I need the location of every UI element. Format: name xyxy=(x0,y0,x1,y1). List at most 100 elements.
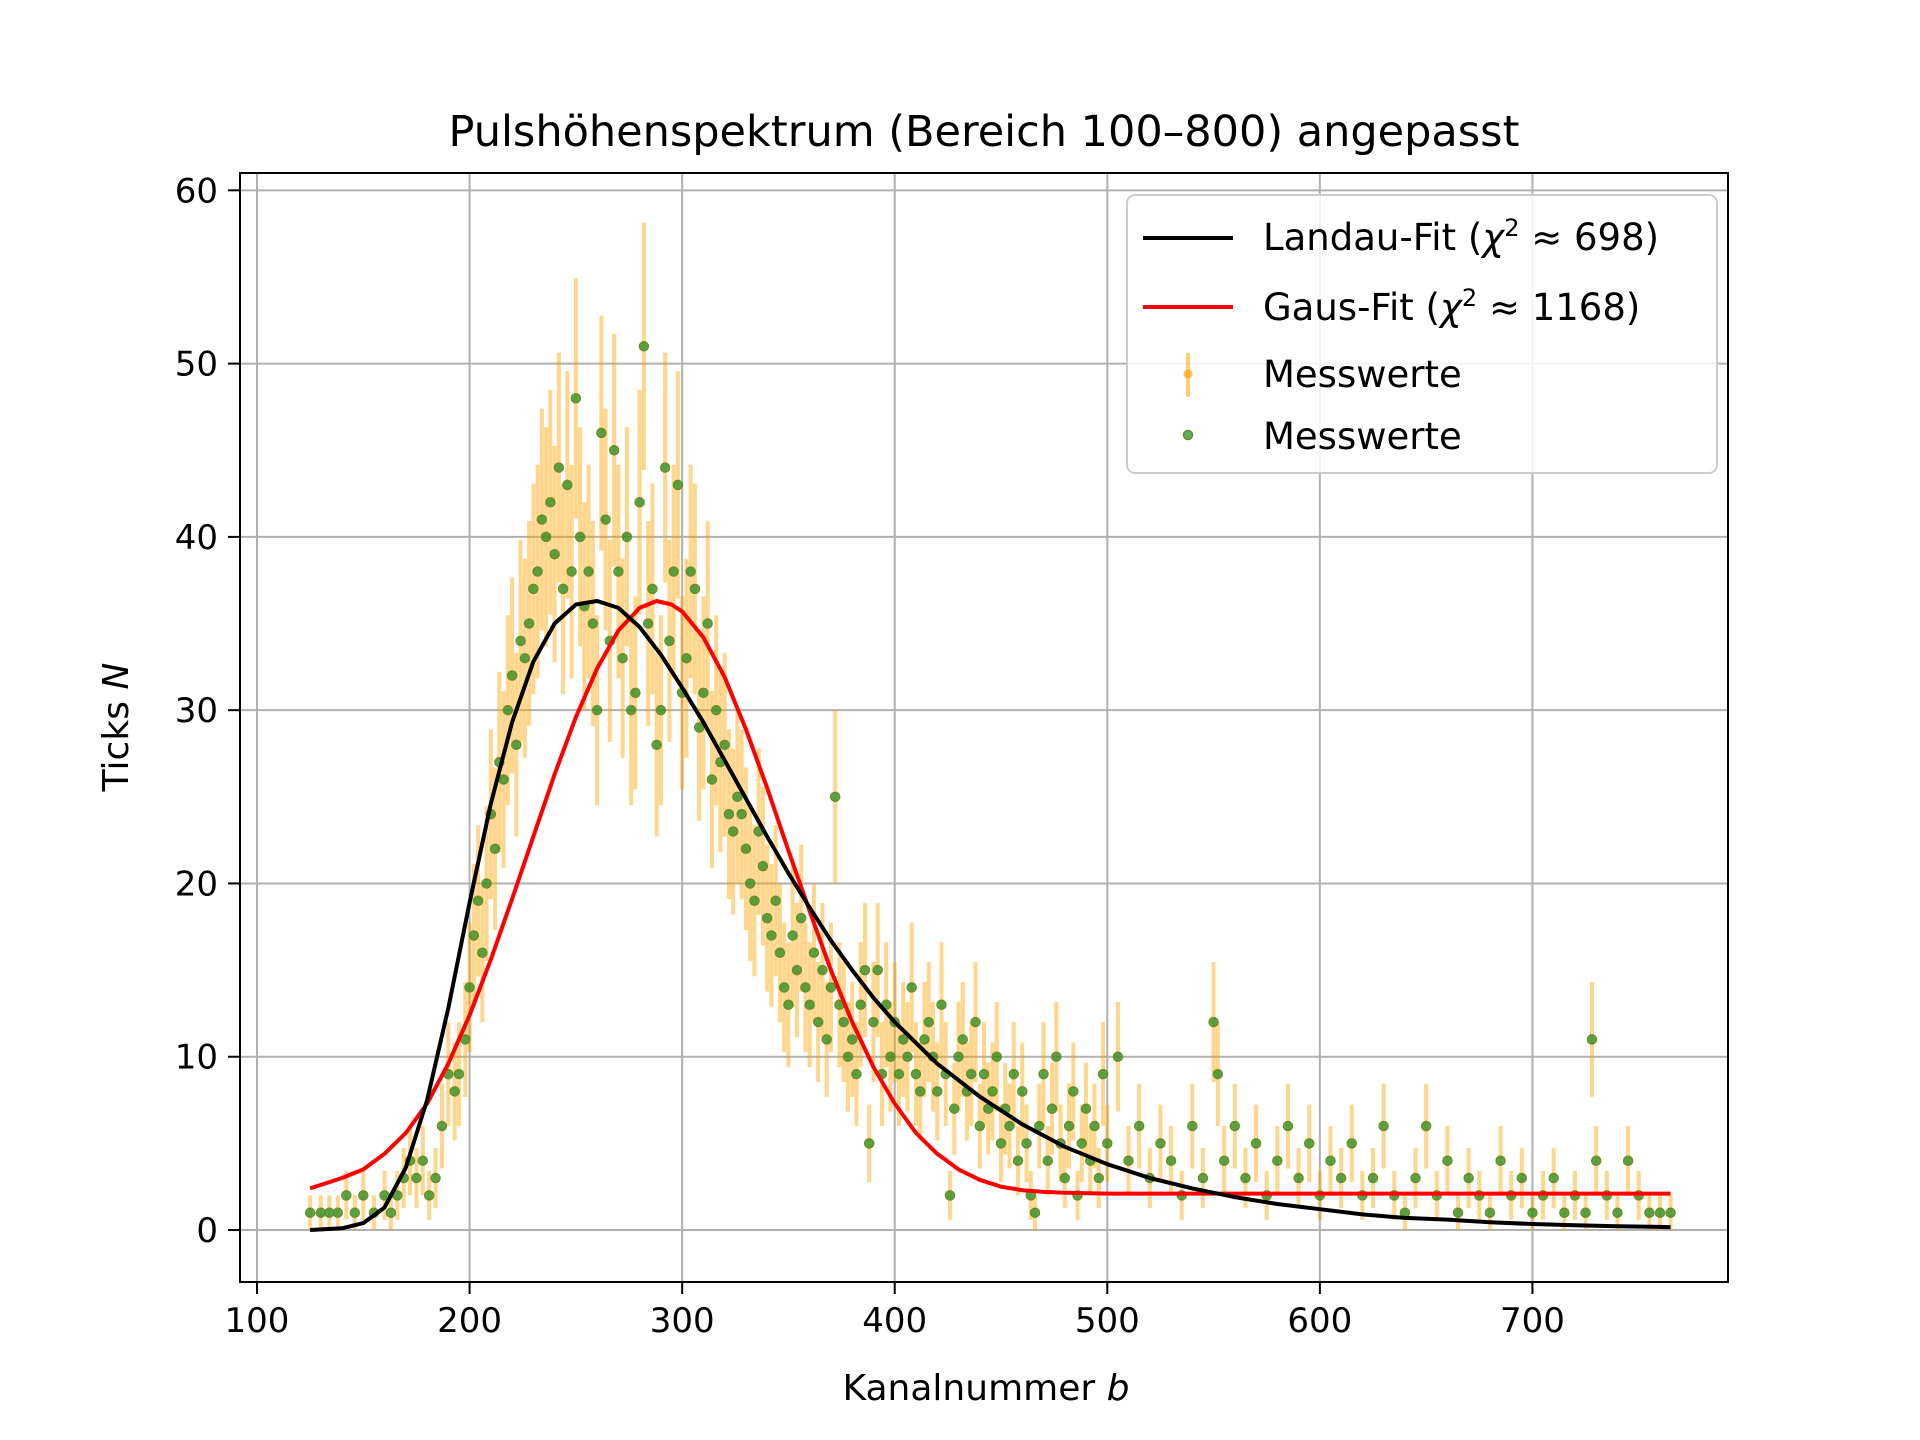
data-point-104 xyxy=(812,1016,824,1028)
data-point-111 xyxy=(842,1051,854,1062)
x-tick-label-700: 700 xyxy=(1500,1301,1565,1341)
data-point-47 xyxy=(570,393,582,404)
data-point-50 xyxy=(583,566,594,577)
data-point-173 xyxy=(1112,1051,1124,1062)
data-point-116 xyxy=(863,1138,875,1149)
data-point-180 xyxy=(1187,1120,1198,1132)
data-point-171 xyxy=(1097,1068,1109,1080)
y-tick-label-10: 10 xyxy=(175,1038,218,1078)
data-point-26 xyxy=(481,878,492,889)
data-point-65 xyxy=(647,583,658,595)
data-point-153 xyxy=(1021,1138,1032,1149)
data-point-39 xyxy=(536,514,548,525)
data-point-146 xyxy=(991,1051,1003,1062)
data-point-106 xyxy=(821,1034,832,1045)
data-point-209 xyxy=(1484,1207,1496,1218)
data-point-80 xyxy=(710,704,722,716)
data-point-36 xyxy=(523,618,535,629)
data-point-115 xyxy=(859,964,871,976)
data-point-86 xyxy=(736,808,747,820)
data-point-75 xyxy=(689,583,701,595)
x-tick-label-300: 300 xyxy=(650,1301,715,1341)
data-point-189 xyxy=(1272,1155,1283,1166)
data-point-68 xyxy=(659,462,671,473)
data-point-56 xyxy=(608,445,620,456)
y-tick-label-30: 30 xyxy=(175,691,218,731)
data-point-126 xyxy=(906,982,917,993)
data-point-142 xyxy=(974,1120,985,1132)
data-point-77 xyxy=(698,687,709,699)
legend-gaus-label: Gaus-Fit (χ2 ≈ 1168) xyxy=(1263,284,1640,329)
data-point-220 xyxy=(1590,1155,1602,1166)
x-axis-label-text: Kanalnummer xyxy=(843,1368,1096,1409)
data-point-71 xyxy=(672,479,684,491)
data-point-125 xyxy=(902,1051,913,1062)
data-point-28 xyxy=(489,843,501,855)
data-point-52 xyxy=(591,704,603,716)
data-point-63 xyxy=(638,341,650,352)
data-point-124 xyxy=(897,1034,909,1045)
data-point-169 xyxy=(1089,1120,1100,1132)
data-point-42 xyxy=(549,548,560,560)
data-point-84 xyxy=(727,826,739,837)
legend-gaus-chi: χ xyxy=(1438,286,1464,329)
data-point-60 xyxy=(625,704,637,716)
data-point-147 xyxy=(995,1138,1007,1149)
data-point-83 xyxy=(723,808,735,820)
data-point-31 xyxy=(502,704,514,716)
data-point-175 xyxy=(1133,1120,1145,1132)
data-point-66 xyxy=(651,739,662,751)
data-point-16 xyxy=(430,1172,441,1184)
data-point-103 xyxy=(808,947,820,959)
data-point-78 xyxy=(702,618,713,629)
data-point-34 xyxy=(515,635,526,647)
data-point-174 xyxy=(1123,1155,1134,1166)
data-point-121 xyxy=(885,1051,896,1062)
data-point-64 xyxy=(642,618,654,629)
data-point-33 xyxy=(511,739,522,751)
data-point-101 xyxy=(800,982,811,993)
data-point-92 xyxy=(761,912,773,924)
data-point-105 xyxy=(817,964,828,976)
data-point-213 xyxy=(1527,1207,1538,1218)
legend-landau-approx: ≈ xyxy=(1519,216,1574,259)
data-point-222 xyxy=(1612,1207,1623,1218)
data-point-135 xyxy=(944,1190,956,1201)
fit-lines xyxy=(309,599,1671,1232)
legend-frame xyxy=(1126,194,1718,474)
data-point-218 xyxy=(1580,1207,1591,1218)
legend-gaus-approx: ≈ xyxy=(1477,286,1532,329)
data-point-226 xyxy=(1654,1207,1666,1218)
data-point-225 xyxy=(1644,1207,1655,1218)
data-point-58 xyxy=(617,652,628,664)
data-point-157 xyxy=(1038,1068,1049,1080)
data-point-127 xyxy=(910,1068,922,1080)
y-axis-label-space xyxy=(96,690,137,701)
y-tick-label-20: 20 xyxy=(175,864,218,904)
data-point-5 xyxy=(349,1207,361,1218)
data-point-184 xyxy=(1218,1155,1230,1166)
data-point-141 xyxy=(970,1016,981,1028)
data-point-3 xyxy=(332,1207,344,1218)
chart-title: Pulshöhenspektrum (Bereich 100–800) ange… xyxy=(449,107,1520,157)
legend-gaus-name: Gaus-Fit ( xyxy=(1263,286,1440,329)
data-point-158 xyxy=(1042,1155,1054,1166)
data-point-9 xyxy=(385,1207,397,1218)
data-point-195 xyxy=(1335,1172,1347,1184)
data-point-152 xyxy=(1017,1086,1028,1097)
data-point-202 xyxy=(1410,1172,1421,1184)
x-tick-label-600: 600 xyxy=(1287,1301,1352,1341)
data-point-123 xyxy=(893,1068,905,1080)
y-axis-label-text: Ticks xyxy=(96,701,137,792)
data-point-0 xyxy=(304,1207,316,1218)
legend-landau-label: Landau-Fit (χ2 ≈ 698) xyxy=(1263,214,1659,259)
data-point-203 xyxy=(1420,1120,1432,1132)
data-point-210 xyxy=(1495,1155,1506,1166)
x-axis-label-space xyxy=(1095,1368,1106,1409)
x-axis-label-variable: b xyxy=(1107,1368,1130,1409)
data-point-181 xyxy=(1197,1172,1209,1184)
data-point-114 xyxy=(855,999,866,1010)
data-point-140 xyxy=(965,1068,977,1080)
data-point-19 xyxy=(449,1086,460,1097)
